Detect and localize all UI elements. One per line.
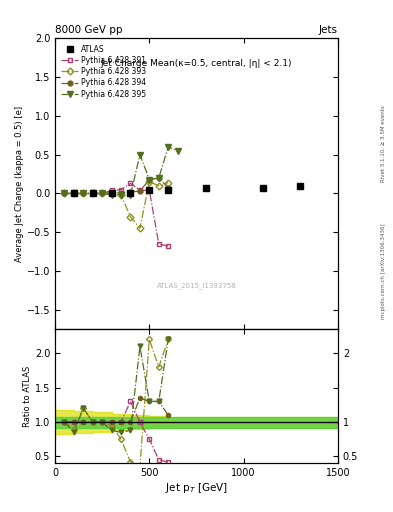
- Text: 8000 GeV pp: 8000 GeV pp: [55, 25, 123, 35]
- Legend: ATLAS, Pythia 6.428 391, Pythia 6.428 393, Pythia 6.428 394, Pythia 6.428 395: ATLAS, Pythia 6.428 391, Pythia 6.428 39…: [59, 42, 149, 101]
- Y-axis label: Average Jet Charge (kappa = 0.5) [e]: Average Jet Charge (kappa = 0.5) [e]: [15, 105, 24, 262]
- Text: ATLAS_2015_I1393758: ATLAS_2015_I1393758: [157, 282, 236, 289]
- Text: Jet Charge Mean(κ=0.5, central, |η| < 2.1): Jet Charge Mean(κ=0.5, central, |η| < 2.…: [101, 59, 292, 68]
- X-axis label: Jet p$_T$ [GeV]: Jet p$_T$ [GeV]: [165, 481, 228, 495]
- Y-axis label: Ratio to ATLAS: Ratio to ATLAS: [23, 366, 32, 427]
- Text: Jets: Jets: [319, 25, 338, 35]
- Text: mcplots.cern.ch [arXiv:1306.3436]: mcplots.cern.ch [arXiv:1306.3436]: [381, 224, 386, 319]
- Text: Rivet 3.1.10, ≥ 3.5M events: Rivet 3.1.10, ≥ 3.5M events: [381, 105, 386, 182]
